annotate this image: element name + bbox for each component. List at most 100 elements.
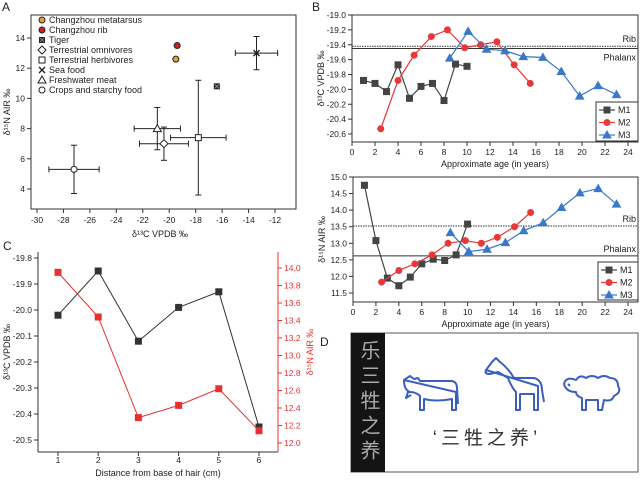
y-right-tick-label: 14.0 xyxy=(284,263,301,273)
series-line-right xyxy=(57,272,260,432)
data-point-M2 xyxy=(527,208,535,216)
y-tick-label: 13.5 xyxy=(330,222,347,232)
y-tick-label: -20.6 xyxy=(327,129,347,139)
data-point-M3 xyxy=(611,89,622,99)
legend-label: Changzhou metatarsus xyxy=(49,15,143,25)
reference-line-label: Phalanx xyxy=(603,52,636,62)
x-tick-label: 10 xyxy=(463,307,473,317)
data-point-right xyxy=(54,268,62,276)
x-tick-label: 14 xyxy=(509,307,519,317)
data-point-M1 xyxy=(429,79,436,87)
data-point-right xyxy=(175,401,183,409)
data-point-M1 xyxy=(371,79,379,87)
legend-marker xyxy=(39,37,45,43)
y-tick-label: -19.8 xyxy=(327,70,347,80)
x-tick-label: 16 xyxy=(532,307,542,317)
x-tick-label: 18 xyxy=(554,147,564,157)
panel-letter: A xyxy=(2,0,10,14)
horse-icon xyxy=(484,357,545,411)
legend-marker xyxy=(602,129,612,139)
data-point-M3 xyxy=(444,53,455,62)
data-point-M2 xyxy=(510,61,518,69)
x-tick-label: 6 xyxy=(257,455,262,465)
x-tick-label: 20 xyxy=(577,307,587,317)
x-tick-label: -22 xyxy=(137,215,150,225)
x-tick-label: 2 xyxy=(96,455,101,465)
x-tick-label: -20 xyxy=(163,215,176,225)
legend-marker xyxy=(603,106,611,114)
x-tick-label: 16 xyxy=(531,147,541,157)
series-line-M3 xyxy=(449,30,617,97)
y-tick-label: -19.6 xyxy=(327,55,347,65)
x-axis-label: δ¹³C VPDB ‰ xyxy=(132,229,188,239)
reference-line-label: Phalanx xyxy=(603,244,636,254)
data-point-M3 xyxy=(500,237,511,247)
y-tick-label: -19.2 xyxy=(327,25,347,35)
panel-d-frame xyxy=(350,332,639,473)
x-tick-label: 0 xyxy=(350,147,355,157)
legend-label: Sea food xyxy=(49,65,85,75)
data-point-M3 xyxy=(538,217,549,227)
legend-marker xyxy=(38,56,46,64)
inscription-text: 乐三牲之养 xyxy=(357,340,380,465)
data-point-M3 xyxy=(482,244,492,253)
sheep-icon xyxy=(563,375,621,411)
x-tick-label: 8 xyxy=(442,307,447,317)
x-axis-label: Approximate age (in years) xyxy=(441,319,549,329)
x-tick-label: -12 xyxy=(269,215,282,225)
y-right-axis-label: δ¹⁵N AIR ‰ xyxy=(305,329,315,376)
cow-icon xyxy=(403,375,459,411)
data-point-M3 xyxy=(556,202,567,211)
data-point-M1 xyxy=(360,76,367,84)
y-tick-label: -20.1 xyxy=(13,331,33,341)
plot-frame xyxy=(30,14,297,210)
legend-label: M3 xyxy=(618,130,631,140)
y-tick-label: -19.4 xyxy=(327,40,347,50)
data-point-right xyxy=(215,385,223,393)
y-tick-label: -20.4 xyxy=(327,114,347,124)
data-point-M1 xyxy=(441,257,449,265)
legend-marker xyxy=(605,266,613,274)
y-tick-label: 12 xyxy=(16,63,26,73)
data-point-M2 xyxy=(378,278,386,286)
x-tick-label: 4 xyxy=(396,147,401,157)
data-point-left xyxy=(215,288,223,296)
y-axis-label: δ¹³C VPDB ‰ xyxy=(316,50,326,106)
data-point xyxy=(173,42,181,50)
data-point xyxy=(152,123,163,133)
x-tick-label: 4 xyxy=(396,307,401,317)
data-point-M3 xyxy=(481,44,492,53)
y-right-tick-label: 13.6 xyxy=(284,298,301,308)
data-point-M3 xyxy=(593,183,604,193)
data-point-M3 xyxy=(556,66,567,76)
x-tick-label: -16 xyxy=(216,215,229,225)
data-point-M1 xyxy=(372,237,380,245)
reference-line-label: Rib xyxy=(622,214,636,224)
x-tick-label: -14 xyxy=(242,215,255,225)
legend xyxy=(597,261,639,301)
y-tick-label: 15.0 xyxy=(330,172,347,182)
y-tick-label: -19.0 xyxy=(327,10,347,20)
panel-letter: B xyxy=(312,0,320,14)
panel-letter: D xyxy=(320,335,329,349)
data-point xyxy=(194,134,202,142)
data-point-M3 xyxy=(500,45,510,55)
x-tick-label: -24 xyxy=(110,215,123,225)
y-tick-label: 4 xyxy=(20,184,25,194)
y-tick-label: -20.0 xyxy=(327,84,347,94)
y-axis-label: δ¹⁵N AIR ‰ xyxy=(2,89,12,136)
x-tick-label: 1 xyxy=(56,455,61,465)
data-point-M1 xyxy=(394,61,402,69)
y-tick-label: 14.0 xyxy=(330,205,347,215)
y-tick-label: 10 xyxy=(16,93,26,103)
legend-label: M3 xyxy=(620,290,633,300)
y-right-tick-label: 12.2 xyxy=(284,421,301,431)
legend-label: M1 xyxy=(620,265,633,275)
data-point-M1 xyxy=(417,82,425,90)
x-tick-label: 24 xyxy=(623,307,633,317)
data-point-right xyxy=(94,313,102,321)
data-point xyxy=(70,165,78,173)
series-line-left xyxy=(57,270,260,428)
data-point-M3 xyxy=(538,52,548,61)
